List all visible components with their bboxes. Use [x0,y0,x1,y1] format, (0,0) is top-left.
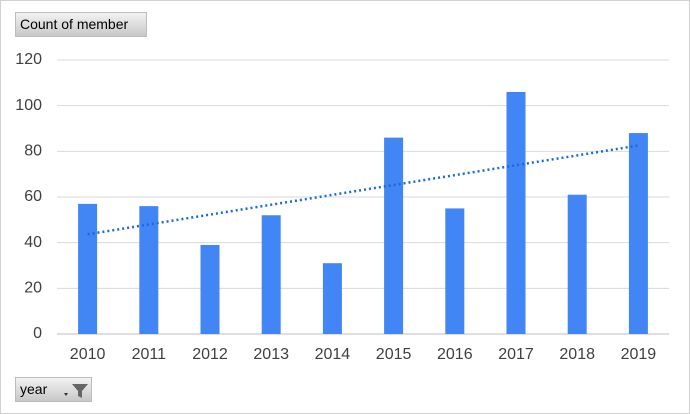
value-field-button[interactable]: Count of member [15,12,147,37]
x-tick-label: 2012 [192,346,228,363]
y-tick-label: 20 [24,280,42,297]
bar [78,203,98,334]
x-tick-label: 2017 [498,346,534,363]
bar [628,133,648,334]
bar [322,263,342,334]
bar [261,215,281,334]
filter-icon [64,384,88,398]
axis-field-button[interactable]: year [15,377,92,402]
y-tick-label: 80 [24,143,42,160]
bar [445,208,465,334]
x-tick-label: 2019 [621,346,657,363]
axis-field-label: year [20,381,48,397]
y-tick-label: 40 [24,234,42,251]
bar [200,244,220,334]
y-tick-label: 120 [15,51,42,68]
trendline [87,144,639,236]
y-tick-label: 60 [24,188,42,205]
x-tick-label: 2010 [70,346,106,363]
y-tick-label: 100 [15,97,42,114]
x-tick-label: 2015 [376,346,412,363]
x-tick-label: 2018 [559,346,595,363]
x-tick-label: 2016 [437,346,473,363]
bar [384,137,404,334]
bar [567,194,587,334]
x-tick-label: 2011 [132,346,167,363]
y-tick-label: 0 [33,325,42,342]
bar [506,91,526,334]
x-tick-label: 2014 [315,346,351,363]
bar [139,206,159,334]
x-tick-label: 2013 [253,346,289,363]
